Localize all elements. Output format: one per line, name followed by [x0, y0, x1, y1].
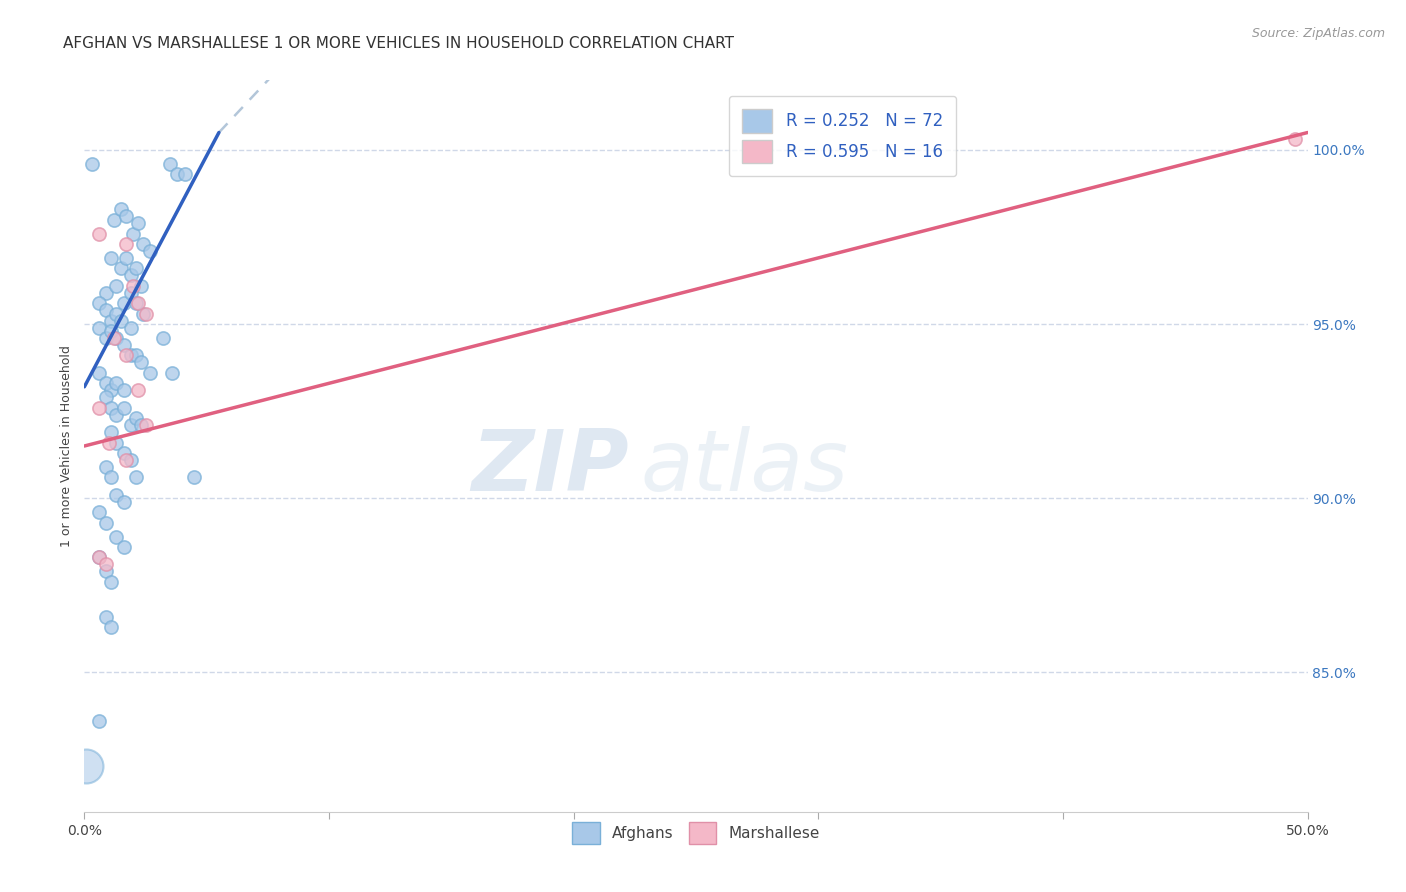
- Point: [115, 251, 138, 265]
- Point: [139, 366, 162, 380]
- Y-axis label: 1 or more Vehicles in Household: 1 or more Vehicles in Household: [60, 345, 73, 547]
- Point: [96, 331, 118, 345]
- Point: [120, 268, 142, 283]
- Point: [132, 237, 155, 252]
- Point: [112, 540, 135, 554]
- Point: [100, 401, 122, 415]
- Point: [125, 261, 148, 276]
- Point: [159, 157, 181, 171]
- Point: [105, 278, 128, 293]
- Point: [96, 303, 118, 318]
- Point: [96, 390, 118, 404]
- Text: AFGHAN VS MARSHALLESE 1 OR MORE VEHICLES IN HOUSEHOLD CORRELATION CHART: AFGHAN VS MARSHALLESE 1 OR MORE VEHICLES…: [63, 36, 734, 51]
- Point: [127, 296, 149, 310]
- Point: [105, 488, 128, 502]
- Point: [87, 320, 110, 334]
- Point: [120, 285, 142, 300]
- Point: [100, 324, 122, 338]
- Point: [96, 376, 118, 391]
- Point: [120, 348, 142, 362]
- Point: [120, 320, 142, 334]
- Point: [96, 285, 118, 300]
- Point: [112, 446, 135, 460]
- Point: [125, 411, 148, 425]
- Point: [152, 331, 174, 345]
- Point: [96, 558, 118, 572]
- Point: [103, 212, 125, 227]
- Point: [100, 251, 122, 265]
- Point: [110, 313, 132, 327]
- Point: [87, 401, 110, 415]
- Point: [120, 453, 142, 467]
- Point: [87, 714, 110, 728]
- Point: [87, 366, 110, 380]
- Point: [105, 408, 128, 422]
- Point: [110, 261, 132, 276]
- Point: [100, 425, 122, 439]
- Point: [125, 296, 148, 310]
- Point: [183, 470, 205, 484]
- Point: [166, 167, 188, 181]
- Point: [127, 216, 149, 230]
- Point: [132, 307, 155, 321]
- Text: atlas: atlas: [641, 426, 849, 509]
- Point: [1284, 132, 1306, 146]
- Point: [173, 167, 195, 181]
- Point: [105, 376, 128, 391]
- Point: [100, 384, 122, 398]
- Point: [115, 453, 138, 467]
- Point: [87, 227, 110, 241]
- Point: [110, 202, 132, 216]
- Point: [115, 348, 138, 362]
- Point: [100, 574, 122, 589]
- Point: [87, 505, 110, 519]
- Point: [100, 620, 122, 634]
- Point: [97, 435, 120, 450]
- Point: [125, 470, 148, 484]
- Point: [162, 366, 184, 380]
- Point: [125, 348, 148, 362]
- Point: [96, 516, 118, 530]
- Point: [129, 418, 152, 433]
- Point: [100, 313, 122, 327]
- Point: [129, 278, 152, 293]
- Text: Source: ZipAtlas.com: Source: ZipAtlas.com: [1251, 27, 1385, 40]
- Point: [105, 307, 128, 321]
- Point: [127, 384, 149, 398]
- Point: [96, 565, 118, 579]
- Point: [96, 609, 118, 624]
- Text: ZIP: ZIP: [471, 426, 628, 509]
- Point: [87, 550, 110, 565]
- Point: [129, 355, 152, 369]
- Point: [80, 157, 103, 171]
- Point: [135, 418, 157, 433]
- Point: [112, 384, 135, 398]
- Point: [135, 307, 157, 321]
- Point: [112, 494, 135, 508]
- Point: [87, 296, 110, 310]
- Point: [96, 459, 118, 474]
- Point: [112, 296, 135, 310]
- Point: [100, 470, 122, 484]
- Point: [105, 331, 128, 345]
- Point: [115, 209, 138, 223]
- Legend: Afghans, Marshallese: Afghans, Marshallese: [564, 814, 828, 852]
- Point: [112, 338, 135, 352]
- Point: [115, 237, 138, 252]
- Point: [139, 244, 162, 258]
- Point: [105, 435, 128, 450]
- Point: [87, 550, 110, 565]
- Point: [120, 418, 142, 433]
- Point: [103, 331, 125, 345]
- Point: [75, 759, 97, 773]
- Point: [122, 278, 145, 293]
- Point: [112, 401, 135, 415]
- Point: [122, 227, 145, 241]
- Point: [105, 530, 128, 544]
